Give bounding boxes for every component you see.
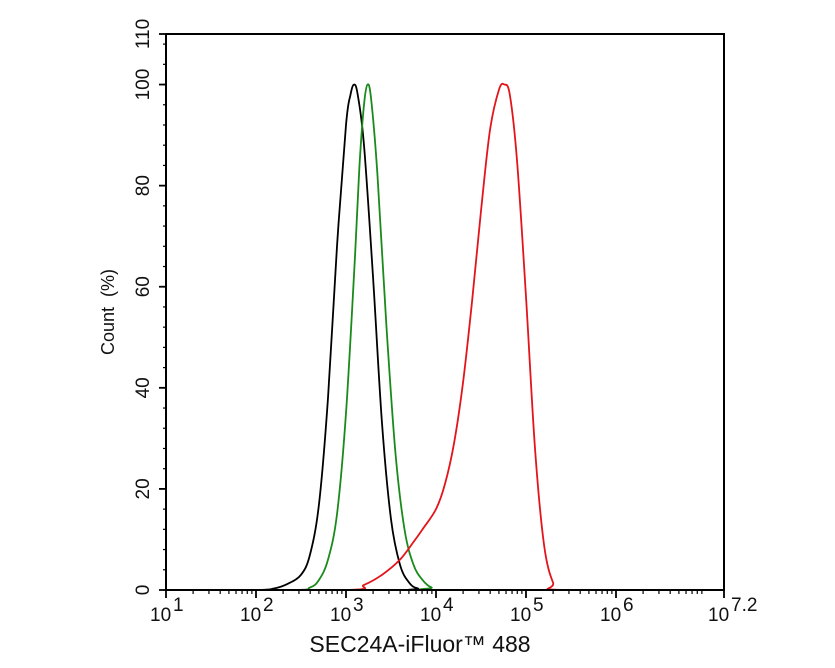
y-tick-labels: 0 20 40 60 80 100 110 [133, 19, 154, 595]
x-tick-labels: 10 1 10 2 10 3 10 4 10 5 10 6 10 7.2 [150, 595, 757, 626]
y-tick-label: 110 [133, 19, 154, 49]
plot-frame [165, 33, 725, 591]
x-tick-label: 10 5 [510, 595, 544, 626]
svg-text:4: 4 [443, 595, 454, 616]
x-tick-label: 10 6 [600, 595, 634, 626]
svg-text:2: 2 [263, 595, 274, 616]
svg-text:7.2: 7.2 [731, 595, 757, 616]
x-tick-label: 10 3 [330, 595, 364, 626]
x-tick-label: 10 1 [150, 595, 184, 626]
svg-text:6: 6 [623, 595, 634, 616]
histogram-curve [166, 83, 724, 591]
svg-text:10: 10 [600, 605, 621, 626]
y-tick-label: 80 [133, 175, 154, 196]
svg-text:10: 10 [708, 605, 729, 626]
svg-text:10: 10 [420, 605, 441, 626]
y-tick-label: 100 [133, 69, 154, 101]
svg-text:10: 10 [510, 605, 531, 626]
y-tick-label: 20 [133, 478, 154, 499]
x-axis-title: SEC24A-iFluor™ 488 [309, 631, 530, 657]
y-tick-label: 0 [133, 585, 154, 596]
svg-text:10: 10 [240, 605, 261, 626]
x-tick-label: 10 7.2 [708, 595, 757, 626]
histogram-curve [166, 83, 724, 591]
x-tick-label: 10 2 [240, 595, 274, 626]
histogram-curve [166, 82, 724, 591]
svg-text:1: 1 [173, 595, 184, 616]
svg-text:10: 10 [330, 605, 351, 626]
y-axis-title: Count (%) [98, 269, 118, 355]
svg-text:3: 3 [353, 595, 364, 616]
svg-text:5: 5 [533, 595, 544, 616]
histogram-curves [166, 82, 724, 591]
svg-text:10: 10 [150, 605, 171, 626]
y-tick-label: 40 [133, 377, 154, 398]
major-ticks [159, 33, 725, 598]
y-tick-label: 60 [133, 276, 154, 297]
x-tick-label: 10 4 [420, 595, 454, 626]
